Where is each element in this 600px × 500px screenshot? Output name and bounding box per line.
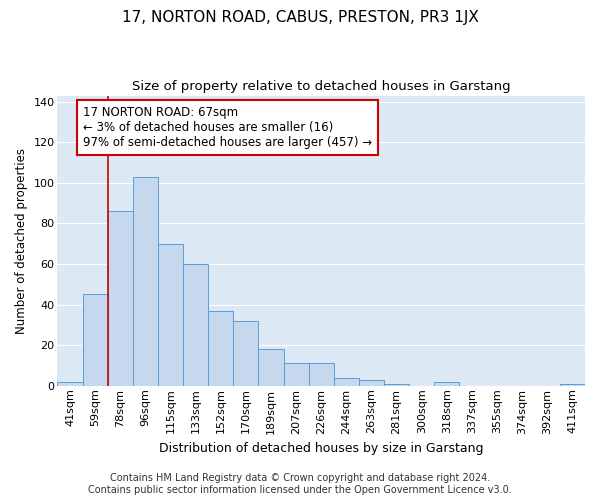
Bar <box>58 382 83 386</box>
Bar <box>434 382 460 386</box>
Bar <box>334 378 359 386</box>
Bar <box>208 310 233 386</box>
Bar <box>158 244 183 386</box>
Bar <box>233 321 259 386</box>
Bar <box>259 349 284 386</box>
Title: Size of property relative to detached houses in Garstang: Size of property relative to detached ho… <box>132 80 511 93</box>
Bar <box>560 384 585 386</box>
Bar <box>83 294 108 386</box>
Y-axis label: Number of detached properties: Number of detached properties <box>15 148 28 334</box>
Bar <box>359 380 384 386</box>
Bar <box>108 211 133 386</box>
Bar <box>284 364 308 386</box>
Text: 17, NORTON ROAD, CABUS, PRESTON, PR3 1JX: 17, NORTON ROAD, CABUS, PRESTON, PR3 1JX <box>122 10 478 25</box>
Bar <box>133 176 158 386</box>
Text: Contains HM Land Registry data © Crown copyright and database right 2024.
Contai: Contains HM Land Registry data © Crown c… <box>88 474 512 495</box>
Bar <box>183 264 208 386</box>
Text: 17 NORTON ROAD: 67sqm
← 3% of detached houses are smaller (16)
97% of semi-detac: 17 NORTON ROAD: 67sqm ← 3% of detached h… <box>83 106 372 148</box>
Bar <box>384 384 409 386</box>
Bar <box>308 364 334 386</box>
X-axis label: Distribution of detached houses by size in Garstang: Distribution of detached houses by size … <box>159 442 484 455</box>
